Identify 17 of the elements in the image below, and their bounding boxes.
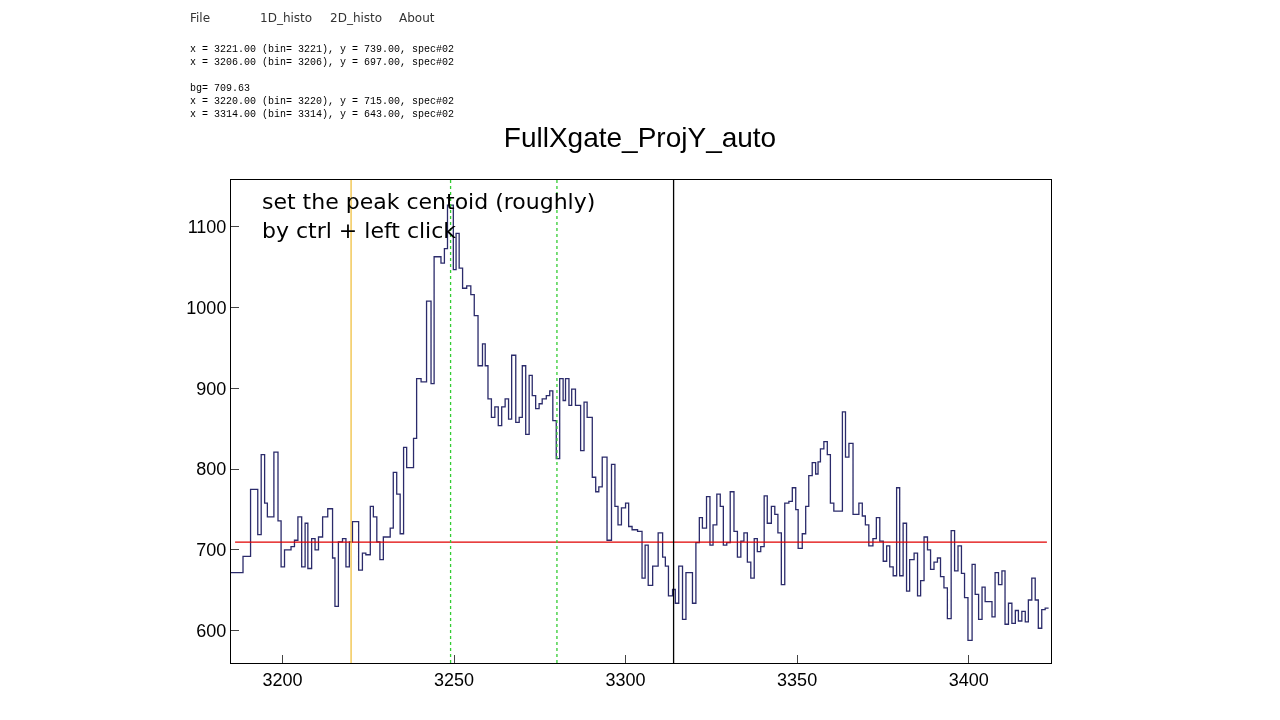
text: File — [190, 11, 211, 25]
x-tick-label: 3200 — [262, 669, 303, 690]
x-tick-label: 3350 — [777, 669, 818, 690]
y-tick-label: 700 — [196, 540, 227, 561]
y-tick-label: 900 — [196, 378, 227, 399]
x-tick-label: 3400 — [948, 669, 989, 690]
y-tick-label: 1100 — [187, 217, 227, 238]
text: 2D_histo — [330, 11, 383, 25]
chart-title: FullXgate_ProjY_auto — [503, 121, 777, 153]
text: x = 3221.00 (bin= 3221), y = 739.00, spec#02 x = 3206.00 (bin= 3206), y = 697.00, spec#02 bg= 709.63 x = 3220.00 (bin= 3220), y = 715.00, spec#02 x = 3314.00 (bin= 3314), y = 643.00, spec#02 — [190, 44, 455, 120]
y-tick-label: 600 — [196, 620, 227, 641]
x-tick-label: 3300 — [605, 669, 646, 690]
y-tick-label: 1000 — [186, 297, 227, 318]
y-tick-label: 800 — [196, 459, 227, 480]
x-tick-label: 3250 — [433, 669, 475, 690]
text: About — [399, 11, 435, 25]
text: 1D_histo — [260, 11, 313, 25]
